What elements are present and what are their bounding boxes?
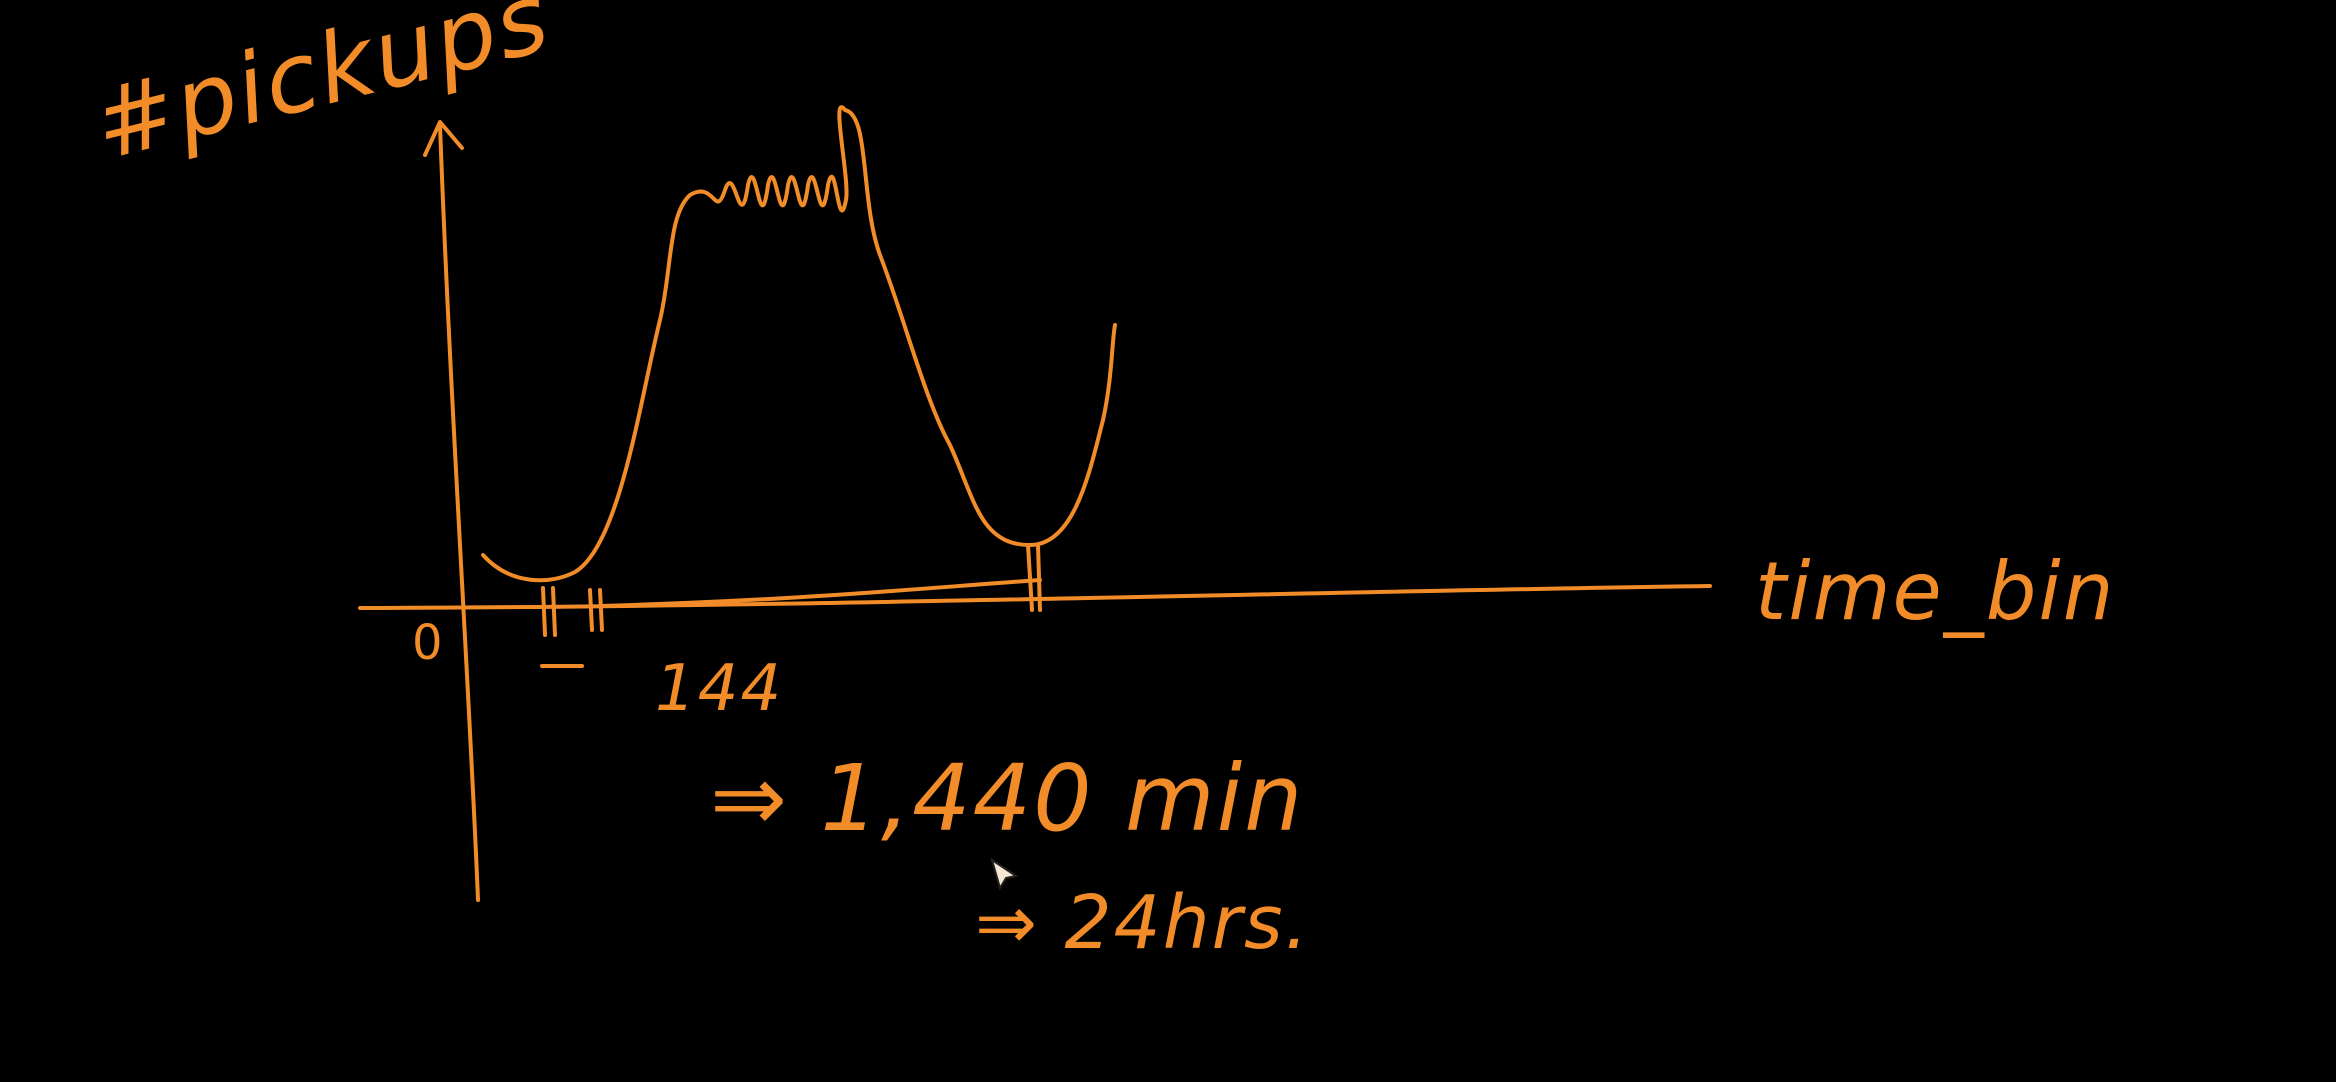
tick-mark-5 [1026,543,1034,612]
tick-label-144: 144 [655,652,784,726]
x-axis-line [358,584,1712,610]
pencil-cursor-icon [990,858,1019,891]
tick-mark-2 [551,586,557,637]
y-axis-arrowhead [423,120,464,157]
tick-mark-1 [541,586,547,637]
equation-hours: ⇒ 24hrs. [975,880,1311,966]
origin-label: 0 [412,615,445,671]
tick-mark-3 [588,588,594,632]
tick-mark-6 [1036,543,1042,612]
pickups-curve [481,105,1117,583]
baseline-stroke [598,578,1042,608]
y-axis-line [438,123,480,902]
tick-mark-4 [598,588,604,632]
equation-minutes: ⇒ 1,440 min [710,745,1305,852]
x-axis-label: time_bin [1755,545,2116,638]
